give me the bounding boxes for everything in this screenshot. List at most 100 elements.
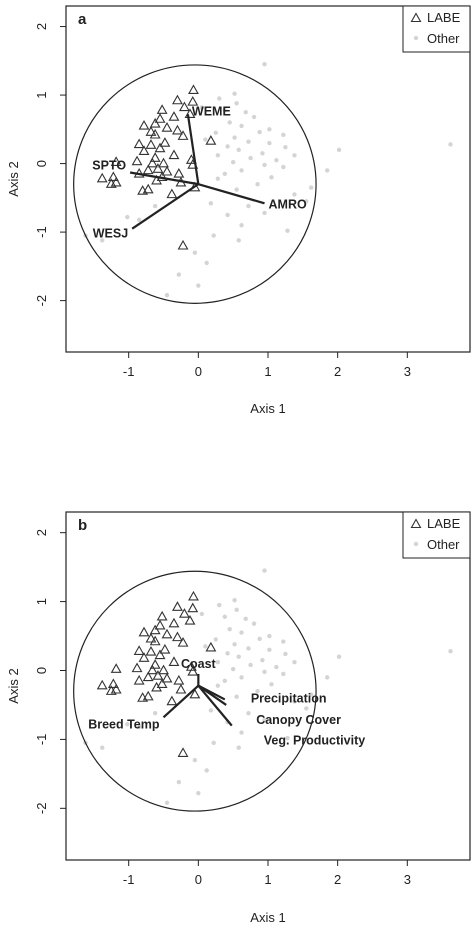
other-point bbox=[292, 699, 297, 704]
plot-frame bbox=[65, 511, 471, 861]
other-points bbox=[83, 568, 453, 806]
y-tick-label: 0 bbox=[34, 667, 49, 674]
other-point bbox=[196, 790, 201, 796]
labe-point bbox=[138, 119, 150, 130]
labe-point bbox=[152, 670, 164, 680]
labe-points bbox=[96, 590, 217, 757]
x-tick-label: 3 bbox=[404, 872, 411, 887]
circle-outline bbox=[73, 64, 317, 304]
labe-point bbox=[152, 163, 164, 173]
other-point bbox=[217, 96, 222, 101]
other-point bbox=[230, 160, 236, 165]
other-point bbox=[292, 192, 297, 197]
labe-point bbox=[142, 164, 154, 175]
other-point bbox=[234, 101, 239, 106]
panel-letter: a bbox=[78, 11, 87, 28]
labe-point bbox=[133, 138, 145, 149]
labe-point bbox=[156, 104, 168, 114]
other-point bbox=[222, 171, 228, 177]
labe-point bbox=[177, 747, 189, 757]
other-point bbox=[230, 666, 236, 672]
labe-point bbox=[177, 239, 189, 250]
other-point bbox=[236, 238, 241, 243]
other-point bbox=[267, 633, 272, 639]
correlation-circle bbox=[73, 64, 317, 304]
other-point bbox=[152, 203, 158, 209]
correlation-circle bbox=[73, 570, 317, 812]
legend-triangle-icon bbox=[410, 12, 422, 23]
legend-label-other: Other bbox=[427, 31, 460, 46]
labe-point bbox=[110, 663, 122, 673]
x-tick-label: -1 bbox=[123, 364, 135, 379]
labe-point bbox=[172, 124, 183, 135]
other-point bbox=[236, 654, 241, 659]
other-point bbox=[246, 646, 251, 651]
other-point bbox=[211, 233, 216, 238]
other-point bbox=[281, 132, 286, 138]
labe-point bbox=[154, 113, 166, 123]
other-point bbox=[257, 636, 262, 641]
other-point bbox=[267, 127, 272, 132]
labe-point bbox=[168, 656, 180, 666]
other-point bbox=[336, 147, 342, 153]
other-point bbox=[234, 607, 239, 613]
y-ticks: -2 -1 0 1 2 bbox=[34, 23, 66, 306]
other-point bbox=[274, 157, 279, 163]
labe-point bbox=[131, 155, 143, 166]
labe-point bbox=[107, 171, 119, 182]
labe-point bbox=[184, 614, 196, 625]
labe-point bbox=[158, 157, 169, 168]
labe-point bbox=[145, 632, 157, 643]
labe-point bbox=[110, 176, 122, 187]
labe-point bbox=[187, 665, 199, 676]
x-tick-label: -1 bbox=[123, 872, 135, 887]
plot-frame bbox=[65, 5, 471, 353]
labe-point bbox=[151, 174, 162, 185]
labe-point bbox=[166, 695, 178, 706]
other-point bbox=[222, 678, 228, 684]
vector-arrow bbox=[197, 684, 233, 727]
other-point bbox=[239, 223, 244, 228]
legend-triangle-icon bbox=[410, 518, 422, 529]
other-point bbox=[136, 217, 142, 222]
vector-label: WEME bbox=[192, 104, 231, 118]
labe-point bbox=[205, 135, 217, 145]
x-axis-title: Axis 1 bbox=[250, 401, 285, 416]
vector-arrow bbox=[129, 171, 199, 186]
vector-label: Veg. Productivity bbox=[264, 734, 365, 748]
labe-point bbox=[161, 628, 173, 639]
other-point bbox=[267, 140, 272, 146]
other-point bbox=[251, 114, 257, 120]
legend-label-labe: LABE bbox=[427, 516, 461, 531]
other-point bbox=[255, 688, 260, 694]
labe-point bbox=[188, 590, 199, 601]
other-point bbox=[213, 130, 218, 135]
other-point bbox=[192, 757, 198, 763]
labe-point bbox=[137, 692, 149, 702]
other-point bbox=[199, 611, 205, 617]
x-ticks: -1 0 1 2 3 bbox=[123, 860, 411, 887]
labe-point bbox=[156, 678, 168, 689]
labe-point bbox=[166, 188, 178, 199]
other-point bbox=[215, 660, 221, 665]
other-point bbox=[262, 669, 267, 675]
labe-point bbox=[187, 602, 199, 613]
labe-point bbox=[151, 681, 162, 692]
other-point bbox=[281, 164, 286, 170]
other-point bbox=[239, 168, 244, 173]
labe-point bbox=[177, 637, 189, 647]
other-point bbox=[208, 201, 214, 206]
other-point bbox=[217, 602, 222, 608]
vector-label: Canopy Cover bbox=[256, 713, 341, 727]
other-point bbox=[269, 175, 274, 180]
other-point bbox=[152, 711, 158, 716]
x-tick-label: 0 bbox=[195, 364, 202, 379]
x-ticks: -1 0 1 2 3 bbox=[123, 352, 411, 379]
other-point bbox=[213, 637, 218, 642]
labe-point bbox=[149, 624, 161, 635]
legend: LABE Other bbox=[402, 511, 471, 559]
other-point bbox=[232, 91, 237, 96]
other-point bbox=[325, 675, 330, 680]
labe-point bbox=[168, 111, 180, 121]
